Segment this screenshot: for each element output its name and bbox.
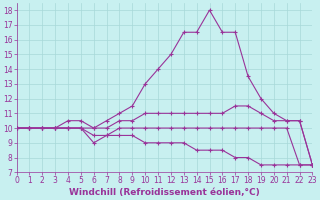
X-axis label: Windchill (Refroidissement éolien,°C): Windchill (Refroidissement éolien,°C) — [69, 188, 260, 197]
